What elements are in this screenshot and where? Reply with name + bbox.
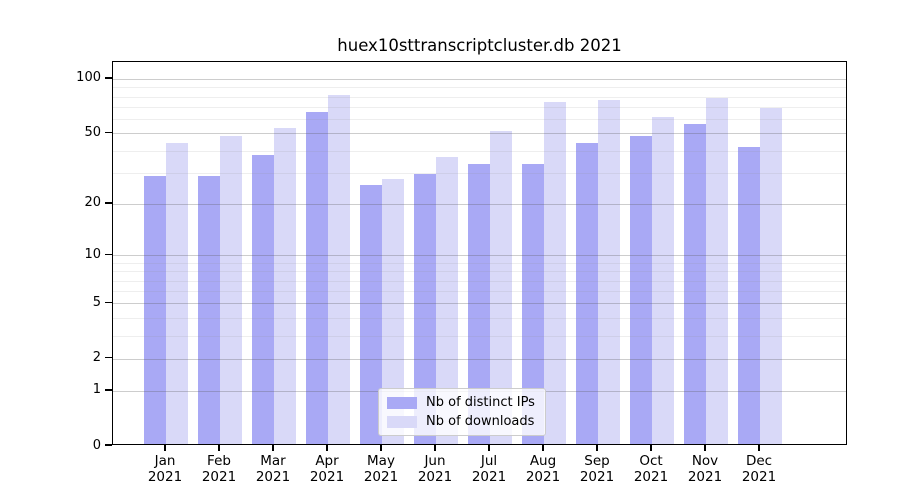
bar-downloads	[706, 97, 728, 444]
y-tick-mark	[105, 77, 112, 79]
x-tick-mark	[542, 445, 544, 451]
x-tick-mark	[704, 445, 706, 451]
bar-distinct-ips	[522, 163, 544, 444]
x-tick-mark	[326, 445, 328, 451]
distinct-ips-swatch-icon	[387, 396, 417, 409]
legend-item-downloads: Nb of downloads	[387, 414, 535, 429]
x-tick-mark	[596, 445, 598, 451]
y-tick-label: 20	[84, 195, 101, 211]
y-tick-mark	[105, 301, 112, 304]
bar-distinct-ips	[630, 136, 652, 444]
y-tick-label: 5	[92, 294, 101, 310]
y-tick-label: 10	[84, 246, 101, 262]
x-tick-label: Jun 2021	[417, 453, 453, 485]
plot-area	[112, 61, 847, 445]
x-tick-mark	[434, 445, 436, 451]
y-tick-mark	[105, 356, 112, 359]
legend-label: Nb of downloads	[426, 414, 535, 429]
y-tick-label: 2	[92, 350, 101, 366]
y-tick-mark	[105, 444, 112, 446]
bar-downloads	[382, 179, 404, 444]
y-tick-label: 50	[84, 124, 101, 140]
chart-title: huex10sttranscriptcluster.db 2021	[337, 36, 622, 55]
legend: Nb of distinct IPs Nb of downloads	[378, 388, 546, 436]
x-tick-label: May 2021	[363, 453, 399, 485]
bar-downloads	[436, 156, 458, 444]
bar-distinct-ips	[576, 143, 598, 444]
x-tick-mark	[380, 445, 382, 451]
x-tick-label: Mar 2021	[255, 453, 291, 485]
bar-downloads	[220, 136, 242, 444]
gridline	[113, 87, 846, 89]
bar-distinct-ips	[198, 176, 220, 444]
y-tick-mark	[105, 202, 112, 204]
y-tick-label: 100	[76, 70, 101, 86]
y-tick-mark	[105, 253, 112, 255]
y-tick-mark	[105, 389, 112, 391]
gridline	[113, 133, 846, 135]
bar-distinct-ips	[252, 154, 274, 444]
bar-distinct-ips	[738, 146, 760, 444]
legend-item-distinct-ips: Nb of distinct IPs	[387, 395, 535, 410]
gridline	[113, 106, 846, 108]
bar-downloads	[490, 131, 512, 444]
x-tick-label: Oct 2021	[633, 453, 669, 485]
x-tick-mark	[272, 445, 274, 451]
gridline	[113, 78, 846, 80]
y-tick-mark	[105, 131, 112, 133]
bar-downloads	[598, 99, 620, 444]
bar-distinct-ips	[306, 112, 328, 444]
bar-distinct-ips	[468, 163, 490, 444]
x-tick-mark	[164, 445, 166, 451]
x-tick-mark	[758, 445, 760, 451]
x-tick-label: Feb 2021	[201, 453, 237, 485]
x-tick-label: Jan 2021	[147, 453, 183, 485]
x-tick-mark	[650, 445, 652, 451]
x-tick-label: Apr 2021	[309, 453, 345, 485]
bar-downloads	[166, 143, 188, 444]
bar-distinct-ips	[684, 123, 706, 444]
gridline	[113, 119, 846, 121]
x-tick-mark	[218, 445, 220, 451]
y-tick-label: 0	[92, 437, 101, 453]
x-tick-label: Jul 2021	[471, 453, 507, 485]
x-tick-label: Dec 2021	[741, 453, 777, 485]
bar-downloads	[760, 108, 782, 444]
x-tick-label: Sep 2021	[579, 453, 615, 485]
legend-label: Nb of distinct IPs	[426, 395, 535, 410]
x-tick-label: Nov 2021	[687, 453, 723, 485]
bar-distinct-ips	[144, 176, 166, 444]
x-tick-mark	[488, 445, 490, 451]
bar-downloads	[652, 117, 674, 444]
bar-distinct-ips	[360, 184, 382, 444]
downloads-swatch-icon	[387, 415, 417, 428]
bar-downloads	[544, 101, 566, 444]
gridline	[113, 96, 846, 98]
bar-downloads	[328, 94, 350, 444]
y-tick-label: 1	[92, 382, 101, 398]
bar-downloads	[274, 128, 296, 444]
bar-distinct-ips	[414, 173, 436, 444]
x-tick-label: Aug 2021	[525, 453, 561, 485]
